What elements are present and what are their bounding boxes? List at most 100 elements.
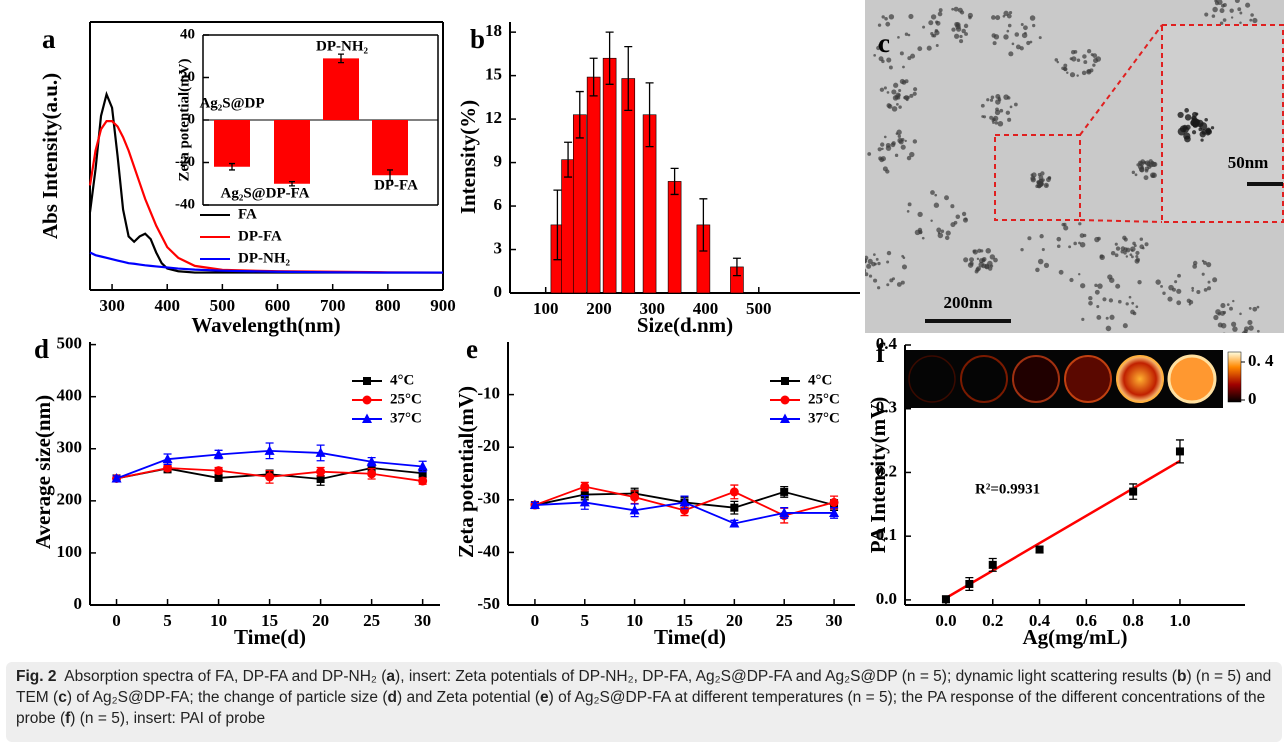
particle xyxy=(884,17,888,21)
particle xyxy=(894,153,899,158)
particle xyxy=(1129,253,1133,257)
particle xyxy=(1184,135,1191,143)
marker xyxy=(367,469,377,479)
figure-panels: c 200nm 50nm 300 400 500 600 700 800 900Wavele… xyxy=(31,0,1284,649)
particle xyxy=(1135,254,1139,259)
particle xyxy=(907,33,911,37)
particle xyxy=(1176,288,1182,294)
particle xyxy=(953,6,959,12)
y-tick-label: 0.0 xyxy=(876,589,897,608)
y-axis-title: Average size(nm) xyxy=(31,395,55,549)
particle xyxy=(1056,60,1060,64)
y-tick-label: 0 xyxy=(74,594,83,613)
particle xyxy=(909,151,915,158)
marker xyxy=(829,497,839,507)
zoom-line xyxy=(1079,219,1163,223)
particle xyxy=(1135,250,1140,256)
x-axis-title: Time(d) xyxy=(234,625,306,649)
particle xyxy=(1054,58,1059,62)
error-bar xyxy=(605,31,614,85)
particle xyxy=(1003,94,1009,100)
particle xyxy=(993,257,998,263)
particle xyxy=(1247,319,1253,326)
pai-well xyxy=(1064,355,1112,403)
x-tick-label: 400 xyxy=(154,296,180,315)
legend-label: 4°C xyxy=(808,372,832,388)
y-tick-label: 500 xyxy=(57,334,83,353)
particle xyxy=(907,202,912,207)
particle xyxy=(1058,269,1064,275)
particle xyxy=(871,261,876,267)
particle xyxy=(1167,296,1173,302)
caption-segment: ) (n = 5), insert: PAI of probe xyxy=(70,710,266,727)
particle xyxy=(935,20,941,26)
particle xyxy=(875,257,879,261)
y-tick-label: -30 xyxy=(477,489,500,508)
x-tick-label: 30 xyxy=(826,611,843,630)
particle xyxy=(938,8,943,13)
category-label: Ag₂S@DP xyxy=(199,95,264,111)
particle xyxy=(1080,283,1086,289)
particle xyxy=(994,121,999,125)
particle xyxy=(1139,244,1145,250)
x-tick-label: 25 xyxy=(363,611,380,630)
particle xyxy=(1123,247,1128,252)
particle xyxy=(1023,25,1028,31)
particle xyxy=(1003,34,1009,40)
particle xyxy=(1079,241,1086,248)
particle xyxy=(963,257,969,263)
particle xyxy=(964,217,968,221)
marker xyxy=(362,413,372,423)
particle xyxy=(1201,272,1205,276)
y-tick-label: 0.3 xyxy=(876,398,897,417)
particle xyxy=(896,102,899,106)
particle xyxy=(1114,242,1118,246)
caption-segment: ) and Zeta potential ( xyxy=(396,689,541,706)
x-tick-label: 5 xyxy=(581,611,590,630)
particle xyxy=(1222,3,1227,7)
particle xyxy=(912,139,918,144)
particle xyxy=(886,57,892,63)
particle xyxy=(873,54,877,57)
particle xyxy=(1006,29,1010,33)
bar xyxy=(323,58,359,120)
error-bar xyxy=(732,257,741,277)
marker xyxy=(730,503,739,512)
particle xyxy=(935,44,939,48)
error-bar xyxy=(564,141,573,178)
particle xyxy=(1099,254,1104,259)
particle xyxy=(1207,280,1211,284)
caption: Fig. 2 Absorption spectra of FA, DP-FA a… xyxy=(6,662,1282,742)
particle xyxy=(1131,170,1136,175)
marker xyxy=(829,507,840,517)
particle xyxy=(1094,289,1100,295)
scale-bar-label: 50nm xyxy=(1228,153,1269,172)
particle xyxy=(1009,105,1013,109)
particle xyxy=(1007,117,1012,122)
particle xyxy=(1152,161,1158,167)
particle xyxy=(1109,314,1115,320)
marker xyxy=(529,499,540,510)
caption-segment: ) of Ag₂S@DP-FA; the change of particle … xyxy=(66,689,388,706)
y-tick-label: 6 xyxy=(494,195,503,214)
marker xyxy=(780,413,790,423)
particle xyxy=(1188,300,1194,305)
particle xyxy=(1217,322,1223,328)
y-tick-label: 0 xyxy=(188,111,196,127)
particle xyxy=(972,249,978,255)
y-tick-label: 20 xyxy=(180,69,195,85)
particle xyxy=(1137,279,1142,285)
particle xyxy=(1045,184,1048,187)
caption-segment: b xyxy=(1176,668,1187,685)
particle xyxy=(1249,333,1253,337)
x-axis-title: Wavelength(nm) xyxy=(191,313,340,337)
particle xyxy=(1070,50,1076,55)
y-tick-label: 18 xyxy=(485,21,502,40)
particle xyxy=(892,277,896,281)
particle xyxy=(910,53,916,59)
particle xyxy=(886,91,890,94)
particle xyxy=(991,15,996,20)
particle xyxy=(886,250,892,256)
particle xyxy=(1063,225,1069,231)
particle xyxy=(1073,241,1077,246)
